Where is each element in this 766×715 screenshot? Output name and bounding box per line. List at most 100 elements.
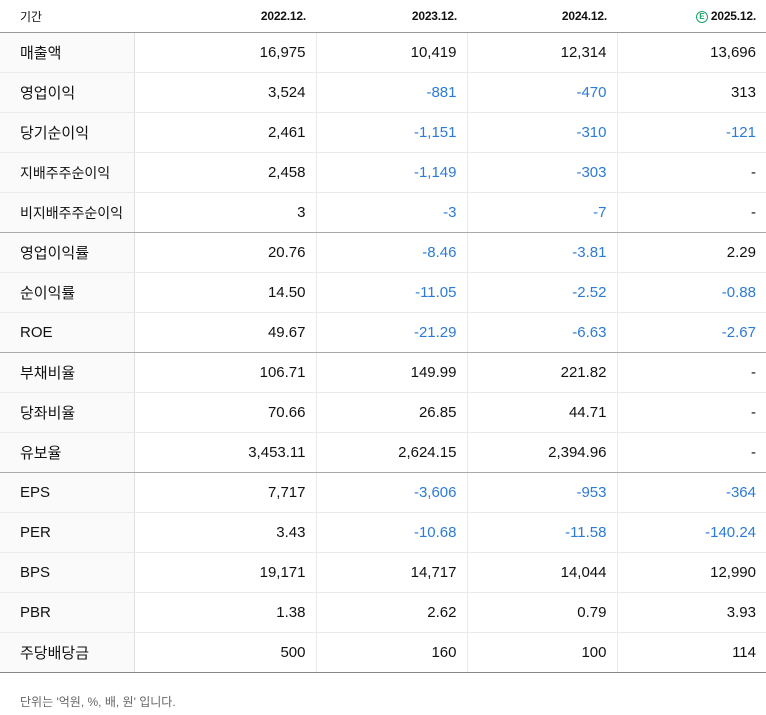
table-cell: -3.81 xyxy=(466,232,617,273)
row-label: 영업이익 xyxy=(0,72,135,113)
table-cell: -3,606 xyxy=(315,472,467,513)
table-cell: 2,624.15 xyxy=(315,432,467,473)
estimate-badge-icon: E xyxy=(695,11,708,23)
year-header-2024: 2024.12. xyxy=(467,0,617,33)
table-cell: 14,717 xyxy=(315,552,467,593)
year-header-2025: E 2025.12. xyxy=(617,0,766,33)
row-label: PBR xyxy=(0,592,135,633)
table-cell: 0.79 xyxy=(466,592,617,633)
year-header-2025-label: 2025.12. xyxy=(710,9,756,23)
period-header: 기간 xyxy=(0,0,134,33)
table-cell: -470 xyxy=(466,72,617,113)
table-cell: 14.50 xyxy=(133,272,316,313)
table-cell: 19,171 xyxy=(133,552,316,593)
table-row: EPS 7,717 -3,606 -953 -364 xyxy=(0,472,766,513)
table-cell: -6.63 xyxy=(466,312,617,353)
table-row: 지배주주순이익 2,458 -1,149 -303- xyxy=(0,152,766,193)
table-row: 순이익률 14.50 -11.05 -2.52 -0.88 xyxy=(0,272,766,313)
table-cell: -2.67 xyxy=(616,312,766,353)
table-cell: 44.71 xyxy=(466,392,617,433)
header-row: 기간 2022.12. 2023.12. 2024.12. E 2025.12. xyxy=(0,0,766,33)
table-cell: 3.93 xyxy=(616,592,766,633)
table-row: 주당배당금 500 160 100 114 xyxy=(0,632,766,673)
table-cell: -881 xyxy=(315,72,467,113)
table-row: 비지배주주순이익 3 -3 -7- xyxy=(0,192,766,233)
table-cell: -310 xyxy=(466,112,617,153)
table-cell: -1,149 xyxy=(315,152,467,193)
table-cell: -3 xyxy=(315,192,467,233)
table-cell: -10.68 xyxy=(315,512,467,553)
table-cell: 3.43 xyxy=(133,512,316,553)
table-cell: 20.76 xyxy=(133,232,316,273)
table-cell: 70.66 xyxy=(133,392,316,433)
table-row: 영업이익률 20.76 -8.46 -3.81 2.29 xyxy=(0,232,766,273)
table-row: 유보율 3,453.11 2,624.15 2,394.96- xyxy=(0,432,766,473)
table-cell: 2,394.96 xyxy=(466,432,617,473)
table-cell: -11.05 xyxy=(315,272,467,313)
row-label: 지배주주순이익 xyxy=(0,152,135,193)
row-label: ROE xyxy=(0,312,135,353)
table-cell: 10,419 xyxy=(315,32,467,73)
table-cell: -21.29 xyxy=(315,312,467,353)
financial-table: 기간 2022.12. 2023.12. 2024.12. E 2025.12. … xyxy=(0,0,766,673)
table-cell: -303 xyxy=(466,152,617,193)
table-cell: 2.29 xyxy=(616,232,766,273)
row-label: 순이익률 xyxy=(0,272,135,313)
year-header-2023: 2023.12. xyxy=(316,0,467,33)
row-label: BPS xyxy=(0,552,135,593)
table-cell: 500 xyxy=(133,632,316,673)
table-cell: -2.52 xyxy=(466,272,617,313)
table-cell: 12,314 xyxy=(466,32,617,73)
table-cell: -364 xyxy=(616,472,766,513)
table-row: 매출액 16,975 10,419 12,314 13,696 xyxy=(0,32,766,73)
table-cell: -7 xyxy=(466,192,617,233)
row-label: EPS xyxy=(0,472,135,513)
table-cell: -0.88 xyxy=(616,272,766,313)
table-cell: 149.99 xyxy=(315,352,467,393)
table-row: BPS 19,171 14,717 14,044 12,990 xyxy=(0,552,766,593)
table-cell: 13,696 xyxy=(616,32,766,73)
table-cell: -1,151 xyxy=(315,112,467,153)
table-cell: -140.24 xyxy=(616,512,766,553)
table-cell: - xyxy=(616,352,766,393)
row-label: 매출액 xyxy=(0,32,135,73)
table-cell: -121 xyxy=(616,112,766,153)
table-cell: 7,717 xyxy=(133,472,316,513)
table-cell: - xyxy=(616,432,766,473)
unit-note: 단위는 '억원, %, 배, 원' 입니다. xyxy=(20,695,176,709)
table-cell: - xyxy=(616,392,766,433)
table-cell: 3,524 xyxy=(133,72,316,113)
table-cell: 14,044 xyxy=(466,552,617,593)
row-label: 당좌비율 xyxy=(0,392,135,433)
table-cell: 2.62 xyxy=(315,592,467,633)
table-row: ROE 49.67 -21.29 -6.63 -2.67 xyxy=(0,312,766,353)
row-label: 유보율 xyxy=(0,432,135,473)
table-cell: 313 xyxy=(616,72,766,113)
table-row: 당좌비율 70.66 26.85 44.71- xyxy=(0,392,766,433)
row-label: 주당배당금 xyxy=(0,632,135,673)
table-cell: -953 xyxy=(466,472,617,513)
table-cell: 16,975 xyxy=(133,32,316,73)
table-row: 부채비율 106.71 149.99 221.82- xyxy=(0,352,766,393)
table-cell: 49.67 xyxy=(133,312,316,353)
table-cell: 2,461 xyxy=(133,112,316,153)
table-cell: 26.85 xyxy=(315,392,467,433)
table-cell: - xyxy=(616,192,766,233)
table-cell: 2,458 xyxy=(133,152,316,193)
table-cell: 3 xyxy=(133,192,316,233)
table-cell: 12,990 xyxy=(616,552,766,593)
table-cell: 160 xyxy=(315,632,467,673)
table-row: PBR 1.38 2.62 0.79 3.93 xyxy=(0,592,766,633)
row-label: 당기순이익 xyxy=(0,112,135,153)
table-cell: 3,453.11 xyxy=(133,432,316,473)
table-cell: 221.82 xyxy=(466,352,617,393)
table-cell: -8.46 xyxy=(315,232,467,273)
table-row: 영업이익 3,524 -881 -470 313 xyxy=(0,72,766,113)
year-header-2022: 2022.12. xyxy=(134,0,316,33)
table-cell: - xyxy=(616,152,766,193)
table-cell: 114 xyxy=(616,632,766,673)
row-label: 영업이익률 xyxy=(0,232,135,273)
row-label: PER xyxy=(0,512,135,553)
table-cell: 100 xyxy=(466,632,617,673)
row-label: 비지배주주순이익 xyxy=(0,192,135,233)
